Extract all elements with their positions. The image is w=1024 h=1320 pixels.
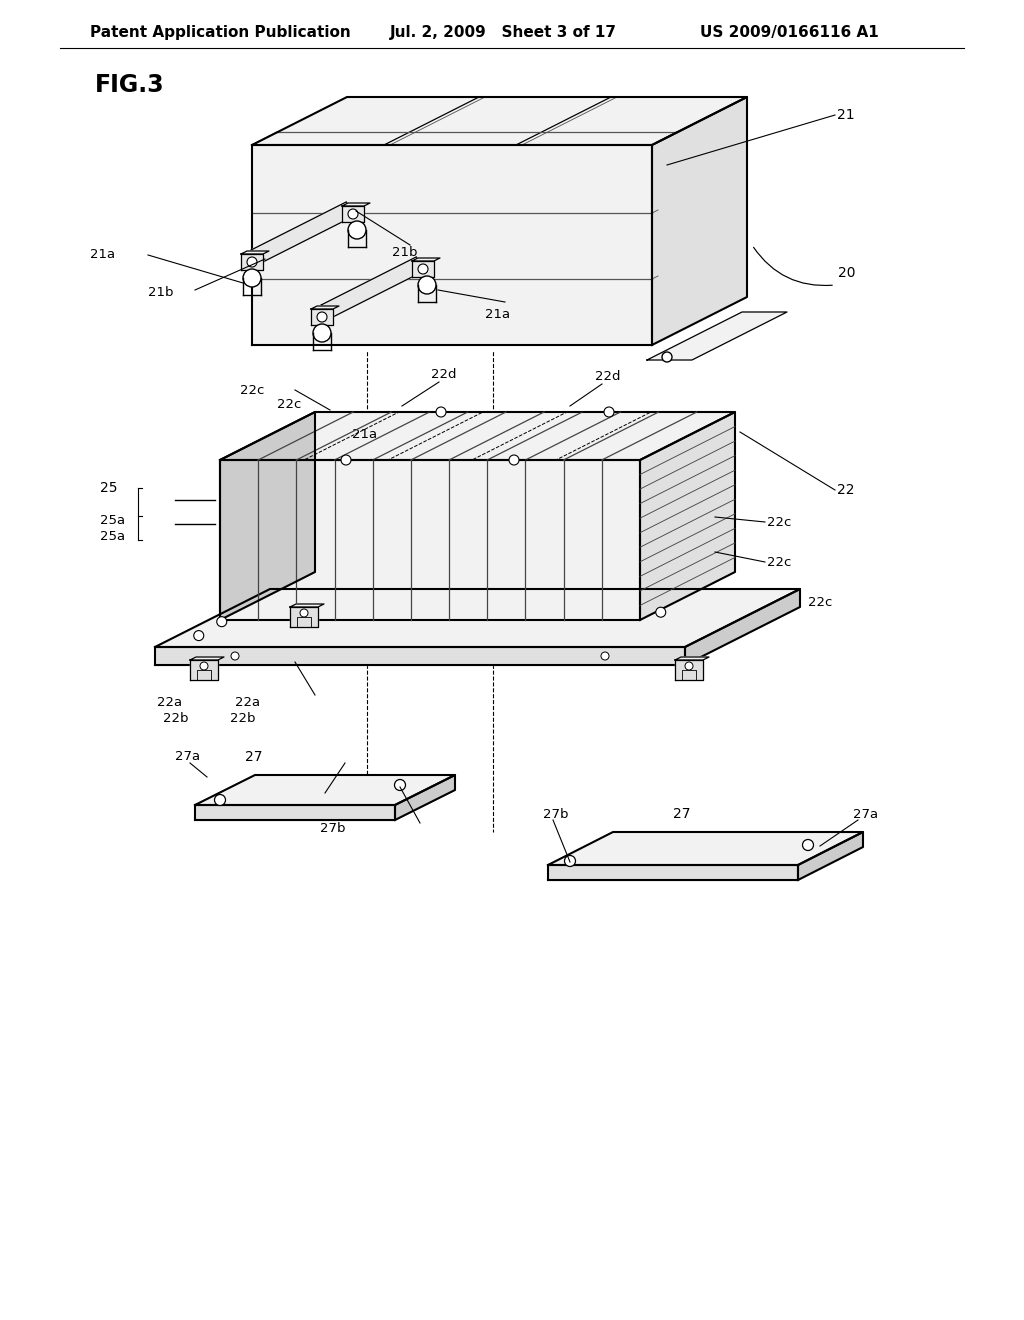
Text: 22d: 22d bbox=[431, 367, 457, 380]
Circle shape bbox=[394, 780, 406, 791]
Text: 25a: 25a bbox=[100, 513, 125, 527]
Text: Patent Application Publication: Patent Application Publication bbox=[90, 25, 351, 40]
Circle shape bbox=[317, 312, 327, 322]
Polygon shape bbox=[190, 657, 224, 660]
Polygon shape bbox=[155, 647, 685, 665]
Polygon shape bbox=[220, 412, 315, 620]
Circle shape bbox=[509, 455, 519, 465]
Text: 21b: 21b bbox=[148, 286, 173, 300]
Circle shape bbox=[564, 855, 575, 866]
Polygon shape bbox=[412, 261, 434, 277]
Circle shape bbox=[601, 652, 609, 660]
Circle shape bbox=[803, 840, 813, 850]
Text: FIG.3: FIG.3 bbox=[95, 73, 165, 96]
Polygon shape bbox=[252, 202, 353, 264]
Text: 25a: 25a bbox=[100, 529, 125, 543]
Polygon shape bbox=[311, 309, 333, 325]
Text: 22d: 22d bbox=[595, 370, 621, 383]
Circle shape bbox=[418, 276, 436, 294]
Circle shape bbox=[348, 209, 358, 219]
Polygon shape bbox=[241, 251, 269, 253]
Polygon shape bbox=[241, 253, 263, 271]
Text: 21b: 21b bbox=[392, 246, 418, 259]
Polygon shape bbox=[685, 589, 800, 665]
Polygon shape bbox=[220, 459, 640, 620]
Polygon shape bbox=[252, 145, 652, 345]
Polygon shape bbox=[640, 412, 735, 620]
Circle shape bbox=[214, 795, 225, 805]
Text: 27a: 27a bbox=[175, 751, 200, 763]
Text: 22b: 22b bbox=[163, 713, 188, 726]
Circle shape bbox=[655, 607, 666, 618]
Text: 21a: 21a bbox=[90, 248, 115, 261]
Circle shape bbox=[685, 663, 693, 671]
Polygon shape bbox=[195, 775, 455, 805]
Polygon shape bbox=[252, 96, 746, 145]
Polygon shape bbox=[290, 605, 324, 607]
Text: US 2009/0166116 A1: US 2009/0166116 A1 bbox=[700, 25, 879, 40]
Circle shape bbox=[662, 352, 672, 362]
Polygon shape bbox=[155, 589, 800, 647]
Polygon shape bbox=[548, 865, 798, 880]
Text: 22c: 22c bbox=[278, 399, 301, 412]
Text: 22: 22 bbox=[837, 483, 854, 498]
Polygon shape bbox=[652, 96, 746, 345]
Text: 27a: 27a bbox=[853, 808, 879, 821]
Circle shape bbox=[231, 652, 239, 660]
Polygon shape bbox=[190, 660, 218, 680]
Text: 21a: 21a bbox=[485, 308, 510, 321]
Text: 21: 21 bbox=[837, 108, 855, 121]
Text: 22c: 22c bbox=[240, 384, 264, 396]
Text: 22a: 22a bbox=[234, 697, 260, 710]
Text: 22c: 22c bbox=[767, 516, 792, 528]
Text: 20: 20 bbox=[838, 267, 855, 280]
Circle shape bbox=[604, 407, 614, 417]
Text: 27b: 27b bbox=[319, 821, 345, 834]
Circle shape bbox=[313, 323, 331, 342]
Circle shape bbox=[300, 609, 308, 616]
Circle shape bbox=[418, 264, 428, 275]
Polygon shape bbox=[675, 657, 709, 660]
Polygon shape bbox=[311, 306, 339, 309]
Circle shape bbox=[194, 631, 204, 640]
Circle shape bbox=[247, 257, 257, 267]
Text: 27: 27 bbox=[245, 750, 262, 764]
Polygon shape bbox=[342, 206, 364, 222]
Polygon shape bbox=[342, 203, 370, 206]
Polygon shape bbox=[412, 257, 440, 261]
Polygon shape bbox=[647, 312, 787, 360]
Polygon shape bbox=[548, 832, 863, 865]
Text: 22c: 22c bbox=[767, 556, 792, 569]
Circle shape bbox=[217, 616, 226, 627]
Polygon shape bbox=[195, 805, 395, 820]
Text: Jul. 2, 2009   Sheet 3 of 17: Jul. 2, 2009 Sheet 3 of 17 bbox=[390, 25, 617, 40]
Circle shape bbox=[348, 220, 366, 239]
Text: 27b: 27b bbox=[543, 808, 568, 821]
Circle shape bbox=[341, 455, 351, 465]
Circle shape bbox=[436, 407, 446, 417]
Text: 22c: 22c bbox=[808, 595, 833, 609]
Text: 22a: 22a bbox=[157, 697, 182, 710]
Polygon shape bbox=[322, 257, 424, 319]
Text: 25: 25 bbox=[100, 480, 118, 495]
Polygon shape bbox=[290, 607, 318, 627]
Polygon shape bbox=[675, 660, 703, 680]
Circle shape bbox=[243, 269, 261, 286]
Polygon shape bbox=[220, 412, 735, 459]
Text: 27: 27 bbox=[673, 807, 690, 821]
Text: 22b: 22b bbox=[230, 713, 256, 726]
Text: 21a: 21a bbox=[352, 429, 377, 441]
Polygon shape bbox=[395, 775, 455, 820]
Circle shape bbox=[200, 663, 208, 671]
Polygon shape bbox=[798, 832, 863, 880]
